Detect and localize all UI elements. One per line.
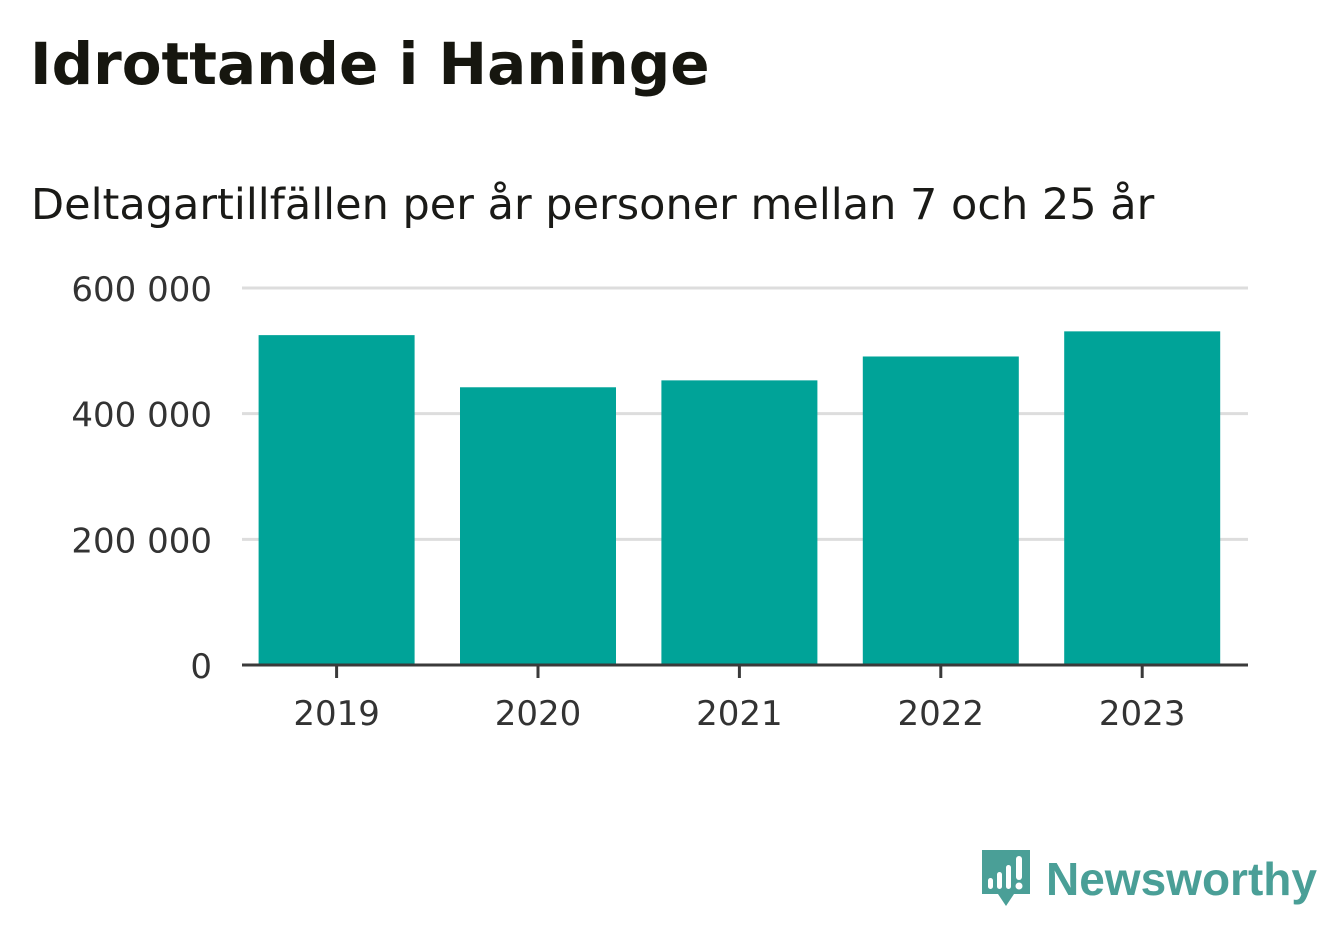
bar <box>258 335 415 665</box>
brand-logo: Newsworthy <box>980 848 1317 910</box>
bar <box>1064 331 1221 665</box>
x-tick-label: 2023 <box>1099 694 1186 734</box>
y-axis-ticks: 0 200 000 400 000 600 000 <box>71 270 212 687</box>
bar-chart-speech-bubble-icon <box>982 850 1030 906</box>
bars <box>258 331 1221 665</box>
bar <box>661 380 818 665</box>
brand-name: Newsworthy <box>1046 853 1317 905</box>
bar <box>460 387 616 665</box>
chart-subtitle: Deltagartillfällen per år personer mella… <box>31 180 1155 230</box>
bar <box>862 356 1019 665</box>
x-tick-label: 2021 <box>696 694 783 734</box>
y-tick-label: 0 <box>190 647 212 687</box>
y-tick-label: 200 000 <box>71 521 212 561</box>
y-tick-label: 400 000 <box>71 396 212 436</box>
x-tick-label: 2019 <box>293 694 380 734</box>
y-tick-label: 600 000 <box>71 270 212 310</box>
x-axis-ticks: 2019 2020 2021 2022 2023 <box>293 665 1185 734</box>
x-tick-label: 2020 <box>495 694 582 734</box>
x-tick-label: 2022 <box>898 694 985 734</box>
chart-title: Idrottande i Haninge <box>30 30 710 98</box>
